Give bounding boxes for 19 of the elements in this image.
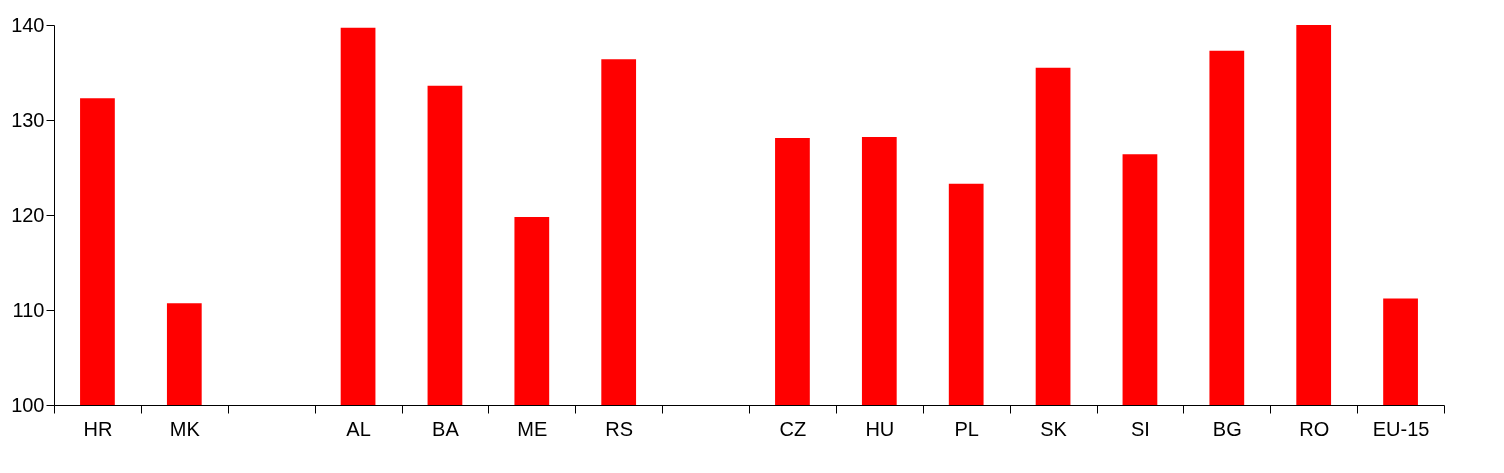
x-tick-label: MK: [169, 417, 201, 440]
y-tick-label: 130: [11, 108, 45, 131]
y-tick-label: 100: [11, 393, 45, 416]
x-tick-label: RO: [1299, 417, 1330, 440]
y-tick-label: 120: [11, 203, 45, 226]
y-tick-label: 140: [11, 13, 45, 36]
x-tick-label: PL: [954, 417, 979, 440]
x-tick-label: CZ: [779, 417, 807, 440]
y-tick-label: 110: [12, 298, 45, 321]
x-tick-label: BA: [432, 417, 460, 440]
x-tick-label: SI: [1130, 417, 1150, 440]
x-tick-label: HR: [83, 417, 113, 440]
x-tick-label: BG: [1212, 417, 1242, 440]
x-tick-label: AL: [346, 417, 371, 440]
x-tick-label: ME: [517, 417, 548, 440]
x-tick-label: EU-15: [1372, 417, 1430, 440]
x-tick-label: HU: [865, 417, 895, 440]
x-tick-label: SK: [1040, 417, 1068, 440]
x-tick-label: RS: [605, 417, 634, 440]
